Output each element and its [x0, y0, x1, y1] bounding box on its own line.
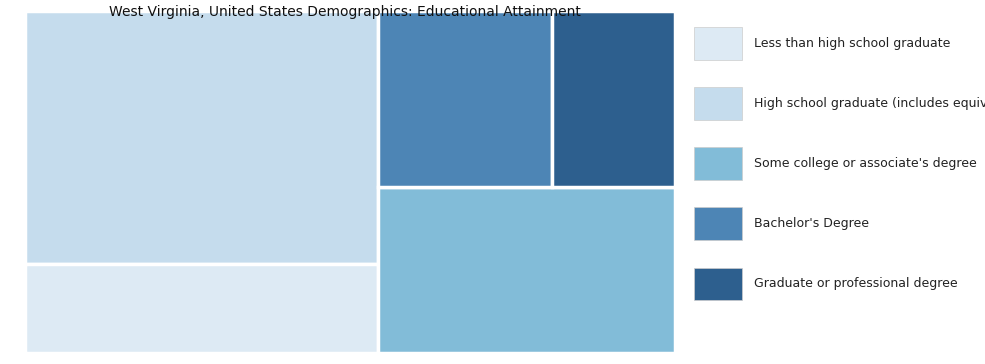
- Bar: [378, 11, 553, 187]
- Bar: [378, 187, 675, 353]
- Bar: [694, 27, 742, 60]
- Bar: [694, 87, 742, 120]
- Text: West Virginia, United States Demographics: Educational Attainment: West Virginia, United States Demographic…: [108, 5, 581, 19]
- Text: Less than high school graduate: Less than high school graduate: [754, 37, 950, 50]
- Text: Some college or associate's degree: Some college or associate's degree: [754, 157, 976, 170]
- Bar: [694, 147, 742, 180]
- Bar: [25, 11, 378, 265]
- Bar: [694, 268, 742, 300]
- Text: Bachelor's Degree: Bachelor's Degree: [754, 217, 869, 230]
- Bar: [553, 11, 675, 187]
- Bar: [25, 265, 378, 353]
- Text: Graduate or professional degree: Graduate or professional degree: [754, 277, 957, 290]
- Text: High school graduate (includes equivalency): High school graduate (includes equivalen…: [754, 97, 985, 110]
- Bar: [694, 207, 742, 240]
